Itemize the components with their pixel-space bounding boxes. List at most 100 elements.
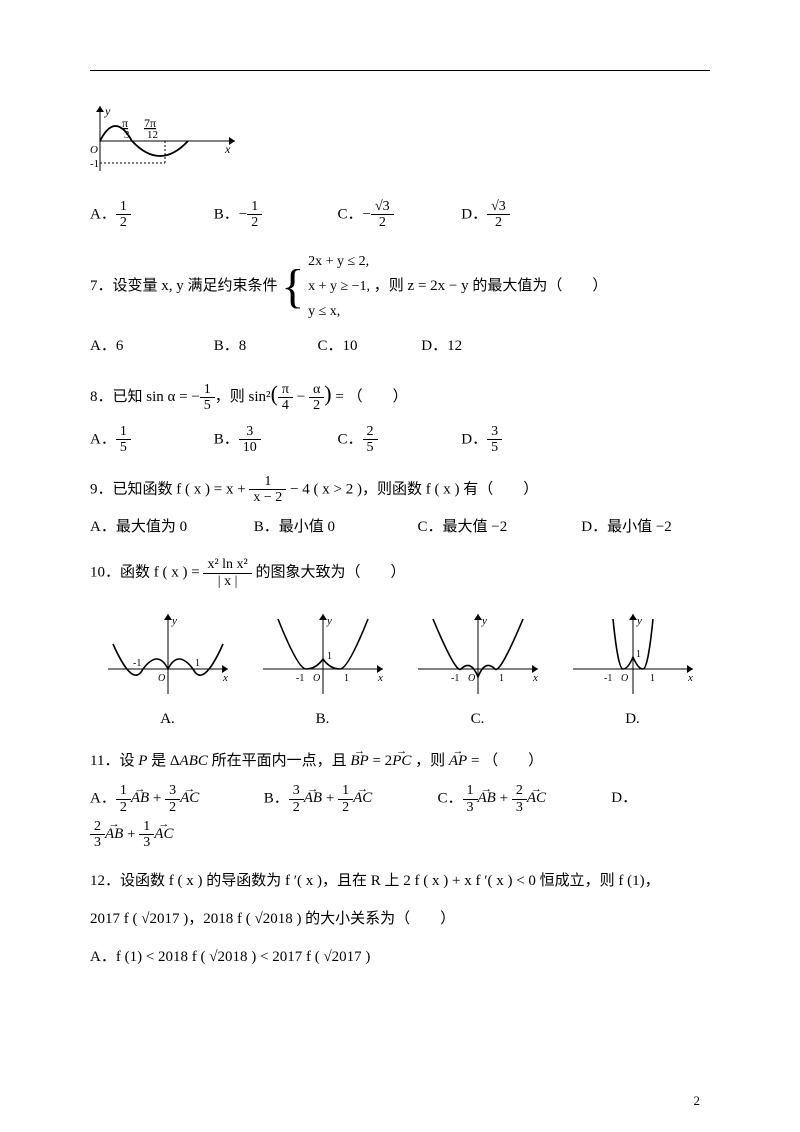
q6C-sign: − bbox=[363, 206, 371, 222]
q11-opt-A: A．12AB + 32AC bbox=[90, 783, 260, 815]
svg-text:O: O bbox=[158, 673, 165, 684]
svg-text:x: x bbox=[224, 142, 231, 156]
q8-mid: ，则 sin² bbox=[215, 389, 271, 405]
q8-opt-C: C．25 bbox=[338, 424, 458, 456]
q7-opt-C: C．10 bbox=[318, 334, 418, 358]
brace-icon: { bbox=[281, 263, 304, 311]
svg-text:O: O bbox=[90, 144, 98, 156]
svg-text:-1: -1 bbox=[133, 658, 141, 669]
q7-c3: y ≤ x, bbox=[308, 299, 370, 324]
q10-label-A: A. bbox=[103, 707, 233, 731]
q7-constraints: 2x + y ≤ 2, x + y ≥ −1, y ≤ x, bbox=[308, 249, 370, 325]
q6-opt-C: C．−√32 bbox=[338, 199, 458, 231]
q7-stem: 7．设变量 x, y 满足约束条件 { 2x + y ≤ 2, x + y ≥ … bbox=[90, 249, 710, 325]
q10-left: 10．函数 f ( x ) = bbox=[90, 565, 203, 581]
svg-text:y: y bbox=[481, 615, 487, 627]
svg-text:-1: -1 bbox=[296, 673, 304, 684]
q10-graph-A-svg: y x O -1 1 bbox=[103, 609, 233, 699]
svg-text:-1: -1 bbox=[90, 158, 99, 170]
q6-opt-D: D．√32 bbox=[461, 199, 581, 231]
q6-opt-A: A．12 bbox=[90, 199, 210, 231]
svg-text:x: x bbox=[532, 672, 538, 684]
svg-text:12: 12 bbox=[147, 129, 158, 141]
q11-text: 11．设 P 是 ΔABC 所在平面内一点，且 BP = 2PC ，则 AP =… bbox=[90, 753, 543, 769]
rparen-icon: ) bbox=[324, 381, 331, 406]
q9-options: A．最大值为 0 B．最小值 0 C．最大值 −2 D．最小值 −2 bbox=[90, 515, 710, 539]
q11-opt-C: C．13AB + 23AC bbox=[438, 783, 608, 815]
q12-line2: 2017 f ( √2017 )，2018 f ( √2018 ) 的大小关系为… bbox=[90, 907, 710, 931]
q10-graph-C: y x O -1 1 C. bbox=[413, 609, 543, 731]
q6A-num: 1 bbox=[116, 199, 131, 215]
q11-opt-D: 23AB + 13AC bbox=[90, 819, 710, 851]
q7-opt-D: D．12 bbox=[421, 334, 521, 358]
svg-text:1: 1 bbox=[650, 673, 655, 684]
q6D-num: √3 bbox=[487, 199, 510, 215]
svg-text:π: π bbox=[122, 116, 128, 130]
svg-text:O: O bbox=[313, 673, 320, 684]
q9-left: 9．已知函数 f ( x ) = x + bbox=[90, 481, 249, 497]
svg-text:3: 3 bbox=[124, 129, 130, 141]
q8-stem: 8．已知 sin α = −15，则 sin²(π4 − α2) = （ ） bbox=[90, 376, 710, 413]
q9-opt-A: A．最大值为 0 bbox=[90, 515, 250, 539]
q7-prefix: 7．设变量 x, y 满足约束条件 bbox=[90, 278, 278, 294]
q6D-den: 2 bbox=[487, 215, 510, 230]
q8-options: A．15 B．310 C．25 D．35 bbox=[90, 424, 710, 456]
svg-text:y: y bbox=[636, 615, 642, 627]
q8-left: 8．已知 sin α = − bbox=[90, 389, 200, 405]
svg-text:x: x bbox=[687, 672, 693, 684]
page-number: 2 bbox=[694, 1091, 701, 1112]
q9-opt-B: B．最小值 0 bbox=[254, 515, 414, 539]
q12-line1: 12．设函数 f ( x ) 的导函数为 f ′( x )，且在 R 上 2 f… bbox=[90, 869, 710, 893]
q10-graph-row: y x O -1 1 A. y x O -1 1 1 B. y x O -1 1 C. bbox=[90, 609, 710, 731]
svg-text:O: O bbox=[468, 673, 475, 684]
q7-opt-A: A．6 bbox=[90, 334, 210, 358]
q9-right: − 4 ( x > 2 )，则函数 f ( x ) 有（ ） bbox=[286, 481, 538, 497]
q6A-den: 2 bbox=[116, 215, 131, 230]
q6B-sign: − bbox=[239, 206, 247, 222]
q10-right: 的图象大致为（ ） bbox=[252, 565, 406, 581]
q8-opt-B: B．310 bbox=[214, 424, 334, 456]
q6-graph-figure: y x O -1 π 3 7π 12 bbox=[90, 101, 710, 189]
svg-text:x: x bbox=[377, 672, 383, 684]
q6B-num: 1 bbox=[247, 199, 262, 215]
svg-text:O: O bbox=[621, 673, 628, 684]
q6B-den: 2 bbox=[247, 215, 262, 230]
svg-text:y: y bbox=[171, 615, 177, 627]
q10-label-C: C. bbox=[413, 707, 543, 731]
q7-options: A．6 B．8 C．10 D．12 bbox=[90, 334, 710, 358]
svg-text:7π: 7π bbox=[144, 116, 156, 130]
svg-text:y: y bbox=[104, 104, 111, 118]
q8-opt-D: D．35 bbox=[461, 424, 581, 456]
svg-text:-1: -1 bbox=[451, 673, 459, 684]
q6C-num: √3 bbox=[371, 199, 394, 215]
q9-stem: 9．已知函数 f ( x ) = x + 1x − 2 − 4 ( x > 2 … bbox=[90, 474, 710, 506]
q10-graph-D-svg: y x O -1 1 1 bbox=[568, 609, 698, 699]
header-rule bbox=[90, 70, 710, 71]
q10-graph-B-svg: yx O -11 1 bbox=[258, 609, 388, 699]
q10-label-B: B. bbox=[258, 707, 388, 731]
q7-opt-B: B．8 bbox=[214, 334, 314, 358]
q10-graph-A: y x O -1 1 A. bbox=[103, 609, 233, 731]
q10-graph-D: yx O -11 1 D. bbox=[568, 609, 698, 731]
q12-optA: A．f (1) < 2018 f ( √2018 ) < 2017 f ( √2… bbox=[90, 945, 710, 969]
svg-text:x: x bbox=[222, 672, 228, 684]
svg-text:y: y bbox=[326, 615, 332, 627]
q10-graph-B: yx O -11 1 B. bbox=[258, 609, 388, 731]
q10-graph-C-svg: y x O -1 1 bbox=[413, 609, 543, 699]
svg-text:1: 1 bbox=[499, 673, 504, 684]
q6-opt-B: B．−12 bbox=[214, 199, 334, 231]
q6-options: A．12 B．−12 C．−√32 D．√32 bbox=[90, 199, 710, 231]
q11-opt-D-label: D． bbox=[611, 786, 637, 810]
q7-c2: x + y ≥ −1, bbox=[308, 274, 370, 299]
q6C-den: 2 bbox=[371, 215, 394, 230]
svg-text:-1: -1 bbox=[604, 673, 612, 684]
q9-opt-C: C．最大值 −2 bbox=[418, 515, 578, 539]
svg-text:1: 1 bbox=[636, 649, 641, 660]
q11-opt-B: B．32AB + 12AC bbox=[264, 783, 434, 815]
svg-text:1: 1 bbox=[195, 658, 200, 669]
q8-right: = （ ） bbox=[332, 389, 408, 405]
q11-stem: 11．设 P 是 ΔABC 所在平面内一点，且 BP = 2PC ，则 AP =… bbox=[90, 749, 710, 773]
lparen-icon: ( bbox=[271, 381, 278, 406]
q8-opt-A: A．15 bbox=[90, 424, 210, 456]
q9-opt-D: D．最小值 −2 bbox=[581, 515, 672, 539]
